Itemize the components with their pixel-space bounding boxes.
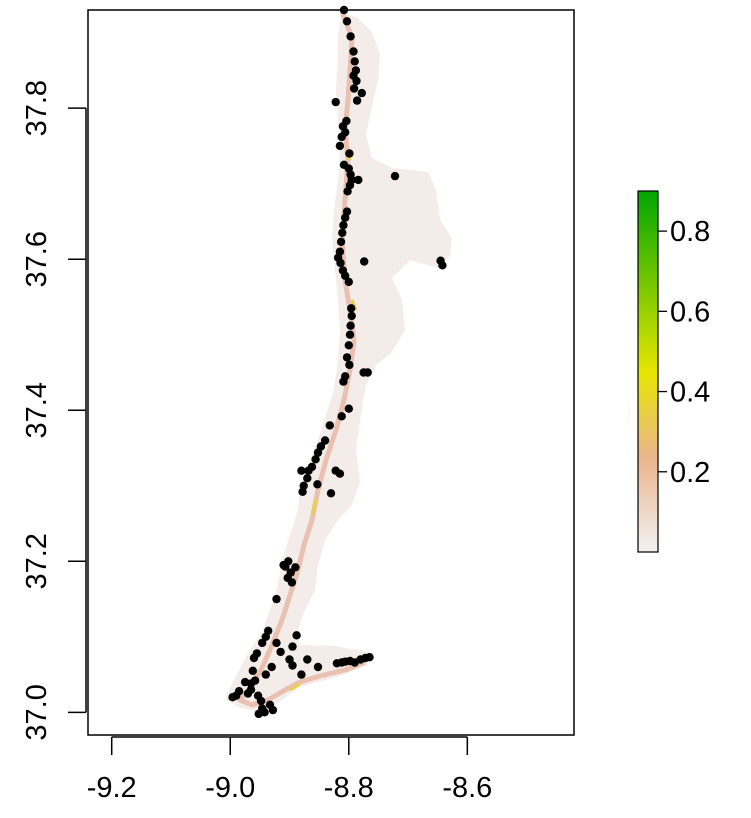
colorbar-gradient xyxy=(637,190,659,553)
colorbar-legend: 0.2 0.4 0.6 0.8 xyxy=(637,190,710,553)
occurrence-point xyxy=(292,631,301,640)
occurrence-point xyxy=(254,709,263,719)
x-tick-label: -9.2 xyxy=(87,772,137,804)
occurrence-point xyxy=(344,277,353,287)
occurrence-point xyxy=(343,187,352,196)
occurrence-point xyxy=(248,666,257,675)
occurrence-point xyxy=(360,257,369,266)
occurrence-point xyxy=(345,360,354,370)
occurrence-point xyxy=(339,377,348,386)
y-axis-ticks: 37.0 37.2 37.4 37.6 37.8 xyxy=(21,80,86,741)
occurrence-point xyxy=(357,88,366,98)
occurrence-point xyxy=(272,594,281,604)
y-tick-label: 37.8 xyxy=(21,80,53,136)
y-tick-label: 37.4 xyxy=(21,382,53,438)
occurrence-point xyxy=(311,455,320,464)
occurrence-point xyxy=(228,693,237,702)
occurrence-point xyxy=(326,489,336,498)
occurrence-point xyxy=(268,705,278,715)
occurrence-point xyxy=(352,96,362,105)
occurrence-point xyxy=(261,670,270,679)
x-tick-label: -9.0 xyxy=(205,772,255,804)
occurrence-point xyxy=(304,466,313,475)
occurrence-point xyxy=(335,469,345,478)
occurrence-point xyxy=(345,330,355,339)
occurrence-point xyxy=(342,17,352,26)
x-tick-label: -8.6 xyxy=(442,772,492,804)
x-tick-label: -8.8 xyxy=(324,772,374,804)
coastal-strip-raster xyxy=(226,12,452,712)
occurrence-point xyxy=(339,5,349,15)
colorbar-tick-label: 0.4 xyxy=(670,377,710,409)
occurrence-point xyxy=(272,638,281,648)
occurrence-point xyxy=(297,466,306,475)
occurrence-point xyxy=(256,696,266,706)
occurrence-point xyxy=(341,271,350,280)
occurrence-point xyxy=(243,689,253,698)
x-axis: -9.2 -9.0 -8.8 -8.6 xyxy=(87,736,492,804)
occurrence-point xyxy=(320,436,330,445)
occurrence-point xyxy=(350,57,359,66)
occurrence-point xyxy=(349,47,358,56)
occurrence-point xyxy=(336,258,345,268)
colorbar-tick-label: 0.6 xyxy=(670,296,710,328)
y-tick-label: 37.2 xyxy=(21,533,53,589)
occurrence-point xyxy=(346,32,355,41)
x-axis-ticks: -9.2 -9.0 -8.8 -8.6 xyxy=(87,737,492,804)
occurrence-point xyxy=(303,655,312,664)
occurrence-point xyxy=(337,132,346,142)
colorbar-ticks: 0.2 0.4 0.6 0.8 xyxy=(658,216,710,489)
occurrence-point xyxy=(249,653,259,663)
y-axis: 37.0 37.2 37.4 37.6 37.8 xyxy=(21,80,87,741)
occurrence-point xyxy=(331,97,340,107)
occurrence-point xyxy=(298,487,307,496)
colorbar-tick-label: 0.2 xyxy=(670,457,710,489)
occurrence-point xyxy=(240,677,250,687)
occurrence-points xyxy=(228,5,447,719)
occurrence-point xyxy=(267,662,276,672)
occurrence-point xyxy=(344,404,353,413)
occurrence-point xyxy=(347,311,356,321)
occurrence-point xyxy=(438,261,447,270)
occurrence-point xyxy=(346,321,355,330)
occurrence-point xyxy=(344,341,353,350)
occurrence-point xyxy=(354,175,363,185)
y-tick-label: 37.0 xyxy=(21,684,53,740)
occurrence-point xyxy=(303,474,312,483)
occurrence-point xyxy=(288,661,297,670)
occurrence-point xyxy=(313,480,322,489)
occurrence-point xyxy=(347,304,356,313)
occurrence-point xyxy=(234,687,244,696)
occurrence-point xyxy=(279,560,288,570)
y-tick-label: 37.6 xyxy=(21,231,53,287)
occurrence-point xyxy=(339,221,348,230)
occurrence-point xyxy=(287,578,297,587)
occurrence-point xyxy=(363,368,372,377)
occurrence-point xyxy=(297,670,306,679)
occurrence-point xyxy=(313,662,323,672)
occurrence-point xyxy=(258,638,267,648)
occurrence-point xyxy=(313,448,323,457)
plot-frame xyxy=(87,9,575,736)
occurrence-point xyxy=(345,149,354,158)
occurrence-point xyxy=(390,171,400,181)
occurrence-point xyxy=(276,647,285,657)
occurrence-point xyxy=(335,141,345,151)
occurrence-point xyxy=(365,653,374,662)
occurrence-point xyxy=(349,84,359,93)
occurrence-point xyxy=(291,563,300,572)
occurrence-point xyxy=(337,412,346,421)
suitability-raster xyxy=(226,11,452,712)
occurrence-point xyxy=(261,632,270,641)
occurrence-point xyxy=(352,76,361,86)
occurrence-point xyxy=(342,353,352,362)
occurrence-point xyxy=(338,228,347,237)
occurrence-point xyxy=(325,421,334,430)
occurrence-point xyxy=(336,237,346,246)
occurrence-point xyxy=(288,642,297,651)
occurrence-point xyxy=(341,213,350,222)
colorbar-tick-label: 0.8 xyxy=(670,216,710,248)
